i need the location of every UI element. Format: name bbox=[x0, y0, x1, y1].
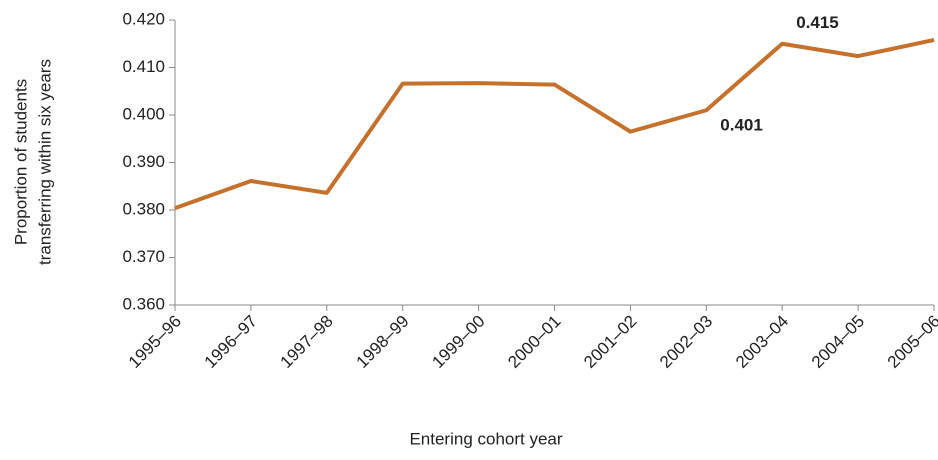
y-tick-label: 0.390 bbox=[122, 152, 165, 171]
y-tick-label: 0.360 bbox=[122, 294, 165, 313]
y-tick-label: 0.420 bbox=[122, 9, 165, 28]
x-tick-label: 2005–06 bbox=[884, 312, 938, 372]
x-tick-label: 1999–00 bbox=[428, 312, 488, 372]
x-tick-label: 1998–99 bbox=[352, 312, 412, 372]
x-tick-label: 2001–02 bbox=[580, 312, 640, 372]
value-label: 0.401 bbox=[720, 116, 763, 135]
y-tick-label: 0.410 bbox=[122, 57, 165, 76]
y-tick-label: 0.400 bbox=[122, 104, 165, 123]
x-tick-label: 2002–03 bbox=[656, 312, 716, 372]
y-axis-title: transferring within six years bbox=[35, 59, 54, 265]
x-tick-label: 2004–05 bbox=[808, 312, 868, 372]
x-tick-label: 2003–04 bbox=[732, 312, 792, 372]
x-tick-label: 1996–97 bbox=[201, 312, 261, 372]
x-axis-title: Entering cohort year bbox=[409, 429, 562, 448]
y-tick-label: 0.370 bbox=[122, 247, 165, 266]
y-axis-title: Proportion of students bbox=[11, 79, 30, 245]
x-tick-label: 1995–96 bbox=[125, 312, 185, 372]
data-line bbox=[174, 37, 935, 210]
value-label: 0.415 bbox=[796, 13, 839, 32]
x-tick-label: 1997–98 bbox=[277, 312, 337, 372]
y-tick-label: 0.380 bbox=[122, 199, 165, 218]
x-tick-label: 2000–01 bbox=[504, 312, 564, 372]
